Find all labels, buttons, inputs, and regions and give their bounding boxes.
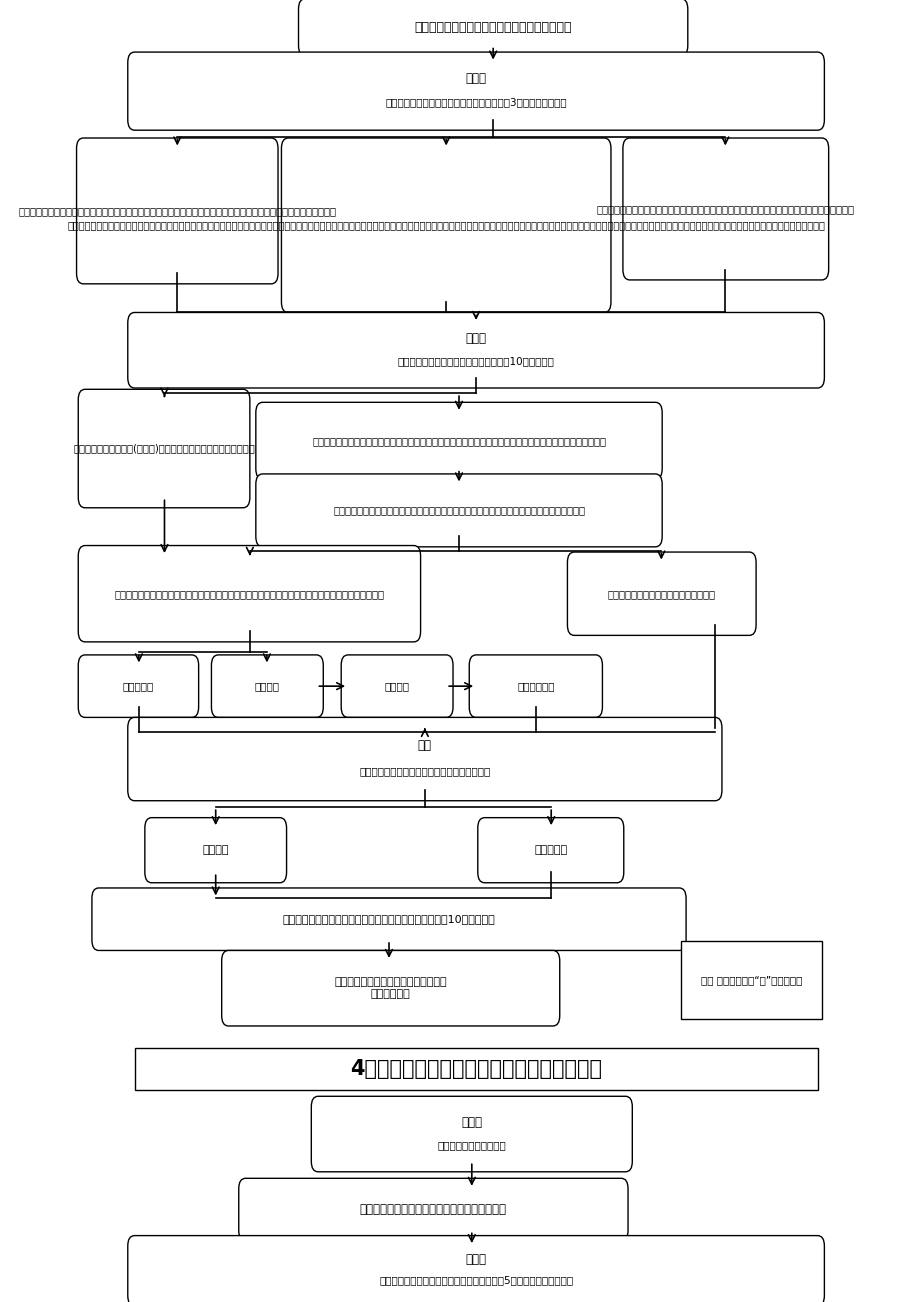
FancyBboxPatch shape <box>255 474 662 547</box>
FancyBboxPatch shape <box>128 52 823 130</box>
FancyBboxPatch shape <box>128 312 823 388</box>
Text: 受　理: 受 理 <box>465 1254 486 1267</box>
Text: 申请材料不齐全或不符合法定形式的，应当当场或者在３日内一次告知申请人需要补正的全部内容: 申请材料不齐全或不符合法定形式的，应当当场或者在３日内一次告知申请人需要补正的全… <box>596 204 854 214</box>
Text: 备注 流程图所指的“日”均为工作日: 备注 流程图所指的“日”均为工作日 <box>700 975 801 986</box>
Text: 申　请: 申 请 <box>460 1116 482 1129</box>
FancyBboxPatch shape <box>76 138 278 284</box>
FancyBboxPatch shape <box>239 1178 628 1241</box>
Text: 申请听证: 申请听证 <box>255 681 279 691</box>
Text: 不准予许可: 不准予许可 <box>534 845 567 855</box>
Bar <box>680 941 821 1019</box>
Text: 审　查: 审 查 <box>465 332 486 345</box>
FancyBboxPatch shape <box>211 655 323 717</box>
Text: 申请人提交的申请材料齐全，符合法定形式，行政机关能够当场作出决定的，应当当场作出书面的行政许可决定: 申请人提交的申请材料齐全，符合法定形式，行政机关能够当场作出决定的，应当当场作出… <box>312 436 606 445</box>
FancyBboxPatch shape <box>128 1236 823 1302</box>
FancyBboxPatch shape <box>298 0 687 56</box>
FancyBboxPatch shape <box>144 818 286 883</box>
Text: 平顶山市新华区民政局（社团股）结案
（立卷归档）: 平顶山市新华区民政局（社团股）结案 （立卷归档） <box>334 978 447 999</box>
Text: 受　理: 受 理 <box>465 72 486 85</box>
FancyBboxPatch shape <box>255 402 662 479</box>
FancyBboxPatch shape <box>311 1096 631 1172</box>
Text: 收到申请材料之日起，平顶山市新华区民政局3日内决定是否受理: 收到申请材料之日起，平顶山市新华区民政局3日内决定是否受理 <box>385 98 566 108</box>
Text: 准予许可: 准予许可 <box>202 845 229 855</box>
FancyBboxPatch shape <box>341 655 452 717</box>
Text: 申请人提出行政许可申请: 申请人提出行政许可申请 <box>437 1141 505 1150</box>
FancyBboxPatch shape <box>78 655 199 717</box>
FancyBboxPatch shape <box>477 818 623 883</box>
Text: 制作听证笔录: 制作听证笔录 <box>516 681 554 691</box>
Text: 组织听证: 组织听证 <box>384 681 409 691</box>
Text: 行政许可事项直接关系他人重大利益，申请人和利害关系人有陈述和申辩权的，告知陈述申辩权: 行政许可事项直接关系他人重大利益，申请人和利害关系人有陈述和申辩权的，告知陈述申… <box>333 505 584 516</box>
FancyBboxPatch shape <box>78 546 420 642</box>
Text: 不申请听证: 不申请听证 <box>123 681 153 691</box>
FancyBboxPatch shape <box>469 655 602 717</box>
Text: 4、民办非企业单位登记流程图（第１子项）: 4、民办非企业单位登记流程图（第１子项） <box>350 1059 601 1079</box>
Text: 不属于许可范畴或不属于本机关职权范围的，不予受理，并向申请人出具加盖本行政机关专用印章和注明日期的书面凭证: 不属于许可范畴或不属于本机关职权范围的，不予受理，并向申请人出具加盖本行政机关专… <box>18 206 336 216</box>
Text: 平顶山市新华区民政局（社团股）审查（10日内完成）: 平顶山市新华区民政局（社团股）审查（10日内完成） <box>397 357 554 366</box>
Text: 平顶山市新华区民政局作出决定（５日内完成）: 平顶山市新华区民政局作出决定（５日内完成） <box>358 767 490 776</box>
Bar <box>134 1048 817 1090</box>
FancyBboxPatch shape <box>92 888 686 950</box>
Text: 平顶山市新华区民政局（社团股）接收行政许可: 平顶山市新华区民政局（社团股）接收行政许可 <box>414 21 572 34</box>
FancyBboxPatch shape <box>567 552 755 635</box>
Text: 决定: 决定 <box>417 738 431 751</box>
Text: 听取申请人和利害关系人的陈述申辩意见: 听取申请人和利害关系人的陈述申辩意见 <box>607 589 715 599</box>
FancyBboxPatch shape <box>78 389 250 508</box>
FancyBboxPatch shape <box>622 138 828 280</box>
FancyBboxPatch shape <box>221 950 559 1026</box>
FancyBboxPatch shape <box>128 717 721 801</box>
FancyBboxPatch shape <box>281 138 610 312</box>
Text: 申请材料齐全、符合法定形式，或者申请人按照本行政机关的要求提交全部补正申请材料的，予以受理，并向申请人出具加盖本行政机关专用印章和注明日期的书面凭证。虽然申请材: 申请材料齐全、符合法定形式，或者申请人按照本行政机关的要求提交全部补正申请材料的… <box>67 220 824 230</box>
Text: 平顶山市新华区民政局（社团股）接收行政许可: 平顶山市新华区民政局（社团股）接收行政许可 <box>359 1203 506 1216</box>
Text: 平顶山市新华区民政局(社团股)核查（两名以上行政执法人员进行）: 平顶山市新华区民政局(社团股)核查（两名以上行政执法人员进行） <box>74 444 255 453</box>
Text: 平顶山市新华区民政局（社团股）送达行政许可申请人（10日内完成）: 平顶山市新华区民政局（社团股）送达行政许可申请人（10日内完成） <box>282 914 494 924</box>
Text: 有依法应当听证的事项或行政机关认为需要听证的事项，告知申请人、利害关系人享有要求听证的权利: 有依法应当听证的事项或行政机关认为需要听证的事项，告知申请人、利害关系人享有要求… <box>114 589 384 599</box>
Text: 收到申请材料之日起，平顶山市新华区民政局5日内决定是否受理受理: 收到申请材料之日起，平顶山市新华区民政局5日内决定是否受理受理 <box>379 1276 573 1285</box>
